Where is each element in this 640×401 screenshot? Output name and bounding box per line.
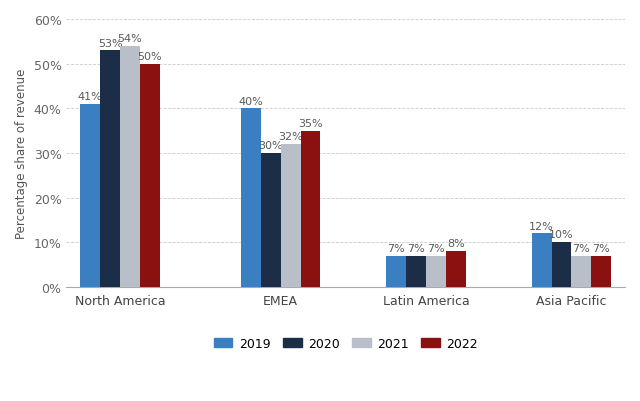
Bar	[591, 256, 611, 287]
Text: 7%: 7%	[387, 243, 405, 253]
Text: 8%: 8%	[447, 239, 465, 249]
Y-axis label: Percentage share of revenue: Percentage share of revenue	[15, 69, 28, 239]
Text: 30%: 30%	[259, 141, 283, 151]
Text: 54%: 54%	[118, 34, 142, 44]
Text: 50%: 50%	[138, 52, 162, 62]
Bar	[387, 256, 406, 287]
Text: 32%: 32%	[278, 132, 303, 142]
Legend: 2019, 2020, 2021, 2022: 2019, 2020, 2021, 2022	[207, 331, 484, 356]
Bar	[140, 65, 160, 287]
Text: 10%: 10%	[549, 230, 574, 240]
Bar	[80, 105, 100, 287]
Text: 53%: 53%	[98, 38, 122, 49]
Text: 7%: 7%	[573, 243, 590, 253]
Text: 7%: 7%	[427, 243, 445, 253]
Bar	[532, 234, 552, 287]
Bar	[426, 256, 446, 287]
Text: 41%: 41%	[78, 92, 102, 102]
Bar	[406, 256, 426, 287]
Text: 7%: 7%	[407, 243, 425, 253]
Bar	[100, 51, 120, 287]
Bar	[260, 154, 281, 287]
Text: 40%: 40%	[239, 96, 263, 106]
Text: 35%: 35%	[298, 119, 323, 129]
Bar	[120, 47, 140, 287]
Bar	[281, 145, 301, 287]
Text: 7%: 7%	[593, 243, 610, 253]
Bar	[241, 109, 260, 287]
Bar	[301, 131, 321, 287]
Bar	[552, 243, 572, 287]
Bar	[446, 251, 466, 287]
Text: 12%: 12%	[529, 221, 554, 231]
Bar	[572, 256, 591, 287]
